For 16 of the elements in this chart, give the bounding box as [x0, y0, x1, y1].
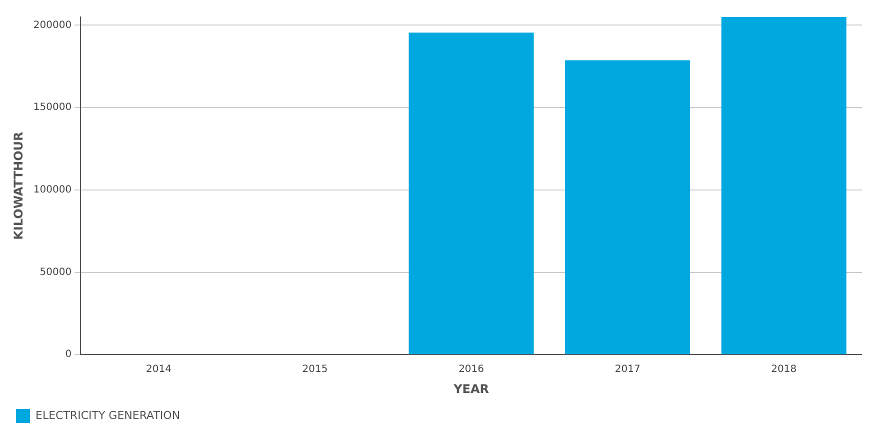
bar	[721, 17, 846, 354]
y-tick-label: 150000	[33, 102, 72, 114]
x-tick-label: 2014	[146, 364, 172, 376]
bar	[408, 32, 534, 354]
y-tick-label: 200000	[33, 20, 72, 31]
bar	[565, 60, 690, 354]
y-tick-label: 50000	[40, 266, 72, 278]
legend-label: ELECTRICITY GENERATION	[36, 408, 180, 422]
x-axis-title: YEAR	[452, 382, 489, 396]
y-tick-label: 0	[65, 349, 72, 360]
x-tick-label: 2016	[458, 364, 484, 376]
x-tick-label: 2017	[614, 364, 640, 376]
x-tick-label: 2018	[771, 364, 797, 376]
x-tick-label: 2015	[302, 364, 328, 376]
y-tick-label: 100000	[33, 184, 72, 196]
y-axis-title: KILOWATTHOUR	[11, 132, 26, 240]
